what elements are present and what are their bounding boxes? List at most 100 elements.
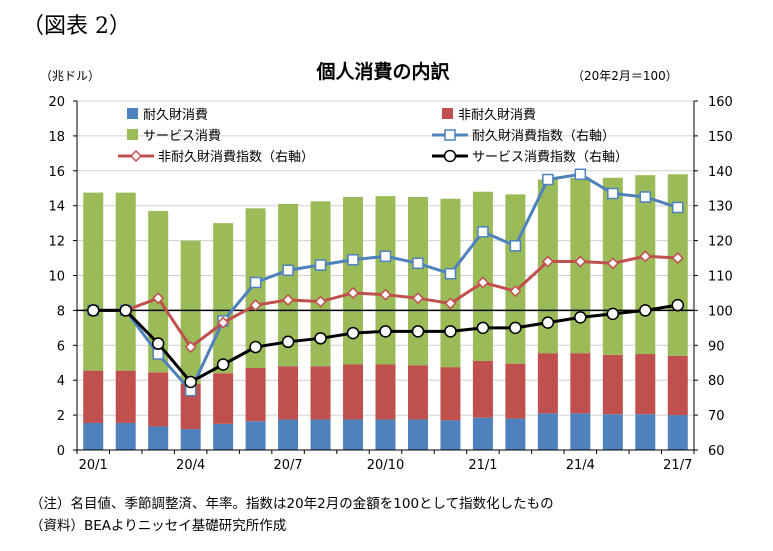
bar bbox=[375, 364, 396, 420]
right-tick-label: 60 bbox=[708, 444, 725, 459]
left-tick-label: 0 bbox=[57, 444, 65, 459]
legend-swatch bbox=[127, 129, 138, 140]
bar bbox=[505, 194, 526, 364]
bar bbox=[570, 353, 591, 414]
point bbox=[151, 337, 165, 350]
point bbox=[574, 168, 587, 181]
bar bbox=[278, 366, 299, 420]
legend-item: 非耐久財消費指数（右軸） bbox=[118, 149, 314, 165]
left-tick-label: 8 bbox=[57, 304, 65, 319]
point bbox=[607, 187, 619, 200]
bar bbox=[667, 355, 688, 416]
bar bbox=[83, 422, 104, 450]
chart-title: 個人消費の内訳 bbox=[315, 60, 450, 83]
bar bbox=[213, 423, 234, 450]
point bbox=[152, 292, 165, 305]
point bbox=[639, 250, 652, 263]
bar bbox=[472, 361, 493, 418]
point bbox=[379, 250, 392, 263]
point bbox=[249, 299, 262, 312]
point bbox=[574, 311, 587, 324]
right-tick-label: 140 bbox=[708, 165, 733, 180]
left-tick-label: 10 bbox=[48, 270, 65, 285]
point bbox=[444, 129, 456, 141]
point bbox=[249, 276, 262, 289]
right-tick-label: 120 bbox=[708, 235, 733, 250]
point bbox=[346, 326, 360, 340]
right-axis-unit: （20年2月＝100） bbox=[572, 69, 678, 83]
bar bbox=[635, 414, 656, 450]
series-line bbox=[87, 250, 684, 354]
left-tick-label: 20 bbox=[48, 95, 65, 110]
bar bbox=[343, 419, 364, 450]
figure-label: （図表 2） bbox=[22, 14, 131, 39]
legend-item: 耐久財消費指数（右軸） bbox=[432, 129, 615, 144]
left-axis-unit: （兆ドル） bbox=[40, 69, 100, 83]
bar bbox=[310, 419, 331, 450]
point bbox=[542, 173, 554, 186]
bar bbox=[343, 196, 364, 365]
bar bbox=[148, 372, 169, 427]
bar bbox=[570, 413, 591, 450]
bar bbox=[83, 370, 104, 423]
bar bbox=[180, 429, 201, 450]
legend-item: 耐久財消費 bbox=[127, 108, 208, 123]
bar bbox=[278, 203, 299, 367]
bar bbox=[310, 366, 331, 420]
point bbox=[347, 254, 359, 266]
legend-item: 非耐久財消費 bbox=[442, 108, 536, 123]
note-text: （注）名目値、季節調整済、年率。指数は20年2月の金額を100として指数化したも… bbox=[30, 496, 554, 512]
point bbox=[411, 292, 425, 305]
point bbox=[314, 295, 327, 308]
bar bbox=[278, 419, 299, 450]
bar bbox=[472, 417, 493, 450]
legend-label: 耐久財消費 bbox=[143, 108, 208, 123]
point bbox=[86, 304, 100, 317]
x-tick-label: 20/10 bbox=[367, 458, 404, 473]
bar bbox=[115, 370, 136, 423]
x-tick-label: 20/1 bbox=[79, 458, 108, 473]
bar bbox=[440, 198, 461, 368]
bar bbox=[440, 367, 461, 421]
point bbox=[444, 268, 457, 280]
bar bbox=[148, 210, 169, 373]
x-tick-label: 21/1 bbox=[468, 458, 497, 473]
bar bbox=[245, 421, 266, 450]
legend-label: サービス消費指数（右軸） bbox=[472, 150, 628, 165]
point bbox=[639, 304, 652, 317]
bar bbox=[310, 201, 331, 367]
legend-label: 耐久財消費指数（右軸） bbox=[472, 129, 615, 144]
point bbox=[119, 304, 132, 317]
bar bbox=[375, 419, 396, 450]
bar bbox=[213, 373, 234, 424]
left-tick-label: 18 bbox=[48, 130, 65, 145]
bar bbox=[407, 196, 428, 366]
point bbox=[411, 325, 425, 338]
bar bbox=[83, 192, 104, 371]
chart: 個人消費の内訳 （兆ドル） （20年2月＝100） 0 2 4 6 8 10 12 14 16 1… bbox=[40, 60, 733, 473]
left-tick-label: 6 bbox=[57, 339, 65, 354]
left-tick-label: 16 bbox=[48, 165, 65, 180]
legend-item: サービス消費指数（右軸） bbox=[432, 149, 628, 165]
point bbox=[672, 201, 684, 214]
legend-item: サービス消費 bbox=[127, 129, 221, 144]
point bbox=[606, 307, 620, 321]
point bbox=[314, 332, 327, 345]
legend-swatch bbox=[442, 108, 453, 119]
point bbox=[412, 257, 424, 270]
axes: 0 2 4 6 8 10 12 14 16 18 20 60 70 80 90 100 110 120 130 140… bbox=[48, 95, 732, 473]
bar bbox=[537, 353, 558, 414]
point bbox=[314, 259, 327, 271]
point bbox=[184, 375, 197, 389]
right-tick-label: 110 bbox=[708, 270, 733, 285]
point bbox=[444, 325, 457, 338]
right-tick-label: 90 bbox=[708, 339, 725, 354]
right-tick-label: 100 bbox=[708, 304, 733, 319]
point bbox=[443, 149, 457, 163]
point bbox=[282, 293, 295, 306]
bar bbox=[667, 415, 688, 450]
point bbox=[249, 340, 262, 354]
point bbox=[379, 325, 392, 338]
legend-label: サービス消費 bbox=[143, 129, 221, 144]
bar bbox=[440, 420, 461, 450]
